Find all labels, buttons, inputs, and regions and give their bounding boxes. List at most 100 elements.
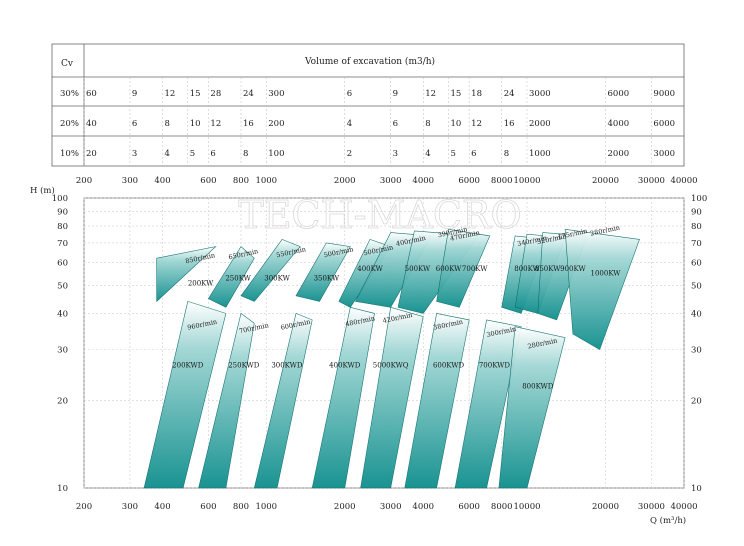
table-cell: 2000	[608, 149, 630, 159]
table-cell: 12	[425, 89, 436, 99]
table-cell: 4	[164, 149, 169, 159]
left-y-tick-label: 80	[57, 222, 68, 232]
right-y-tick-label: 50	[691, 281, 702, 291]
pump-model-label: 200KWD	[172, 362, 204, 370]
table-cell: 2000	[529, 119, 551, 129]
cv-header: Cv	[61, 59, 74, 69]
table-cell: 28	[210, 89, 221, 99]
table-cell: 100	[268, 149, 284, 159]
table-cell: 12	[164, 89, 175, 99]
table-cell: 15	[190, 89, 201, 99]
table-cell: 6	[210, 149, 215, 159]
top-x-tick-label: 200	[76, 176, 92, 186]
bottom-x-tick-label: 2000	[334, 502, 356, 512]
table-cell: 6	[132, 119, 137, 129]
top-x-tick-label: 10000	[513, 176, 540, 186]
pump-model-label: 700KW	[462, 265, 488, 273]
table-cell: 12	[471, 119, 482, 129]
left-y-tick-label: 40	[57, 309, 68, 319]
table-cell: 8	[425, 119, 430, 129]
table-cell: 9	[393, 89, 398, 99]
table-cell: 12	[210, 119, 221, 129]
right-y-tick-label: 90	[691, 207, 702, 217]
right-y-tick-label: 100	[691, 194, 707, 204]
table-cell: 5	[190, 149, 195, 159]
pump-model-label: 400KWD	[329, 362, 361, 370]
excavation-table: Cv Volume of excavation (m3/h) 30% 60 9 12 1…	[51, 43, 685, 167]
table-cell: 6	[393, 119, 398, 129]
top-x-tick-label: 600	[200, 176, 216, 186]
pump-region	[454, 319, 522, 489]
table-cell: 15	[451, 89, 462, 99]
bottom-x-tick-label: 3000	[380, 502, 402, 512]
top-x-tick-label: 3000	[380, 176, 402, 186]
watermark: TECH-MACRO	[238, 193, 521, 237]
top-x-tick-label: 40000	[670, 176, 697, 186]
pump-region	[404, 313, 470, 489]
pump-model-label: 1000KW	[591, 270, 622, 278]
table-cell: 8	[243, 149, 248, 159]
pump-model-label: 250KWD	[228, 362, 260, 370]
pump-model-label: 250KW	[225, 274, 251, 282]
pump-region	[436, 228, 491, 308]
table-cell: 300	[268, 89, 284, 99]
top-x-tick-label: 8000	[491, 176, 513, 186]
left-y-tick-labels: 10 20 30 40 50 60 70 80 90 100	[52, 194, 68, 494]
pump-model-label: 800KW	[514, 265, 540, 273]
left-y-tick-label: 30	[57, 346, 68, 356]
top-x-tick-label: 800	[233, 176, 249, 186]
pump-model-label: 200KW	[188, 279, 214, 287]
bottom-x-tick-label: 20000	[592, 502, 619, 512]
bottom-x-tick-label: 8000	[491, 502, 513, 512]
y-axis-label: H (m)	[30, 185, 55, 196]
top-x-tick-label: 1000	[255, 176, 277, 186]
pump-model-label: 600KWD	[433, 362, 465, 370]
table-cell: 6	[347, 89, 352, 99]
bottom-x-tick-label: 10000	[513, 502, 540, 512]
right-y-tick-label: 70	[691, 239, 702, 249]
table-cell: 8	[504, 149, 509, 159]
pump-model-label: 800KWD	[522, 383, 554, 391]
table-cell: 18	[471, 89, 482, 99]
right-y-tick-label: 60	[691, 258, 702, 268]
left-y-tick-label: 10	[57, 484, 68, 494]
table-cell: 20	[86, 149, 97, 159]
right-y-tick-label: 80	[691, 222, 702, 232]
table-cell: 1000	[529, 149, 551, 159]
right-y-tick-label: 20	[691, 397, 702, 407]
table-cell: 3	[132, 149, 137, 159]
right-y-tick-label: 40	[691, 309, 702, 319]
table-cell: 6	[471, 149, 476, 159]
pump-model-label: 300KWD	[271, 362, 303, 370]
left-y-tick-label: 100	[52, 194, 68, 204]
top-x-tick-label: 4000	[412, 176, 434, 186]
pump-model-label: 300KW	[264, 274, 290, 282]
pump-region	[253, 312, 313, 489]
table-cell: 24	[243, 89, 254, 99]
pump-region	[360, 306, 424, 489]
cv-value: 10%	[60, 149, 79, 159]
pump-model-label: 5000KWQ	[373, 362, 409, 370]
top-x-tick-label: 2000	[334, 176, 356, 186]
table-cell: 4	[347, 119, 352, 129]
table-cell: 4	[425, 149, 430, 159]
table-cell: 9000	[653, 89, 675, 99]
pump-model-label: 500KW	[405, 265, 431, 273]
table-rows: 30% 60 9 12 15 28 24 300 6 9 12 15 18 24 3000 6000 90002…	[60, 89, 675, 159]
table-cell: 16	[243, 119, 254, 129]
bottom-x-tick-label: 1000	[255, 502, 277, 512]
pump-region	[564, 228, 640, 351]
pump-region	[240, 239, 301, 302]
bottom-x-tick-label: 600	[200, 502, 216, 512]
right-y-tick-labels: 10 20 30 40 50 60 70 80 90 100	[691, 194, 707, 494]
cv-value: 30%	[60, 89, 79, 99]
pump-model-label: 850KW	[535, 265, 561, 273]
top-x-tick-label: 20000	[592, 176, 619, 186]
pump-region	[498, 326, 566, 489]
top-x-tick-labels: 200 300 400 600 800 1000 2000 3000 4000 6000 8000 1…	[76, 176, 698, 186]
table-cell: 3000	[653, 149, 675, 159]
pump-region	[198, 312, 255, 489]
table-cell: 6000	[653, 119, 675, 129]
table-cell: 4000	[608, 119, 630, 129]
